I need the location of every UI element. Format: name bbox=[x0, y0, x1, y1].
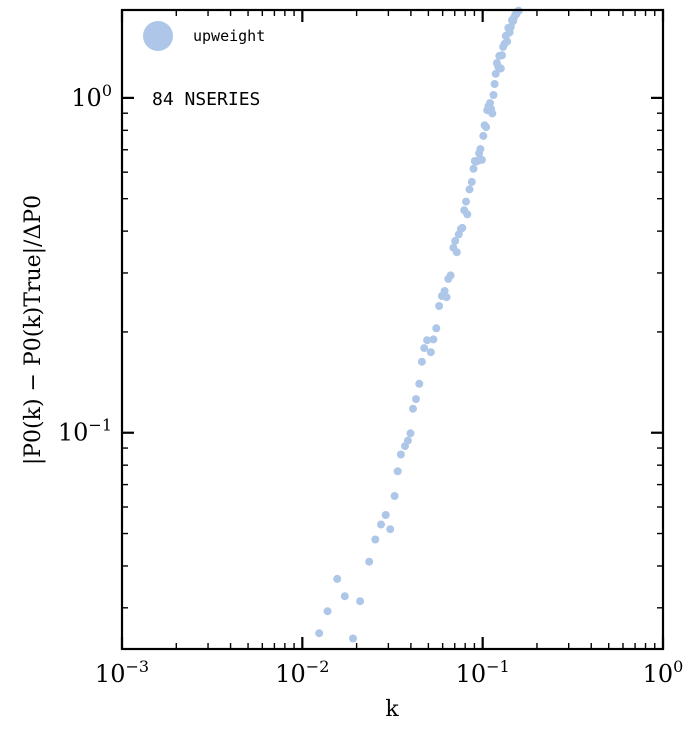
data-point bbox=[390, 492, 399, 500]
data-point bbox=[482, 123, 491, 132]
data-point bbox=[432, 324, 441, 333]
data-point bbox=[356, 597, 365, 606]
data-point bbox=[396, 450, 405, 459]
data-point bbox=[463, 210, 472, 219]
y-tick-label: 100 bbox=[71, 81, 112, 112]
x-tick-label: 10−3 bbox=[95, 657, 149, 688]
data-point bbox=[477, 155, 486, 164]
x-axis-label: k bbox=[385, 697, 399, 722]
y-tick-label: 10−1 bbox=[58, 416, 112, 447]
data-point bbox=[423, 336, 432, 345]
data-point bbox=[458, 223, 467, 232]
data-point bbox=[365, 557, 374, 566]
y-axis-label: |P0(k) − P0(k)True|/ΔP0 bbox=[21, 195, 46, 465]
data-point bbox=[415, 379, 424, 388]
data-point bbox=[479, 131, 488, 140]
series-count-annotation: 84 NSERIES bbox=[152, 89, 260, 110]
y-tick-labels: 10−1 100 bbox=[58, 81, 112, 447]
legend: upweight bbox=[143, 21, 265, 51]
data-point bbox=[426, 348, 435, 357]
data-point bbox=[442, 293, 451, 302]
data-point bbox=[496, 64, 505, 73]
data-point bbox=[386, 525, 395, 534]
data-point bbox=[488, 109, 497, 118]
data-point bbox=[486, 99, 494, 108]
data-point bbox=[462, 197, 470, 206]
data-points bbox=[315, 6, 523, 643]
data-point bbox=[446, 271, 455, 280]
data-point bbox=[417, 357, 426, 366]
data-point bbox=[403, 436, 412, 445]
plot-frame bbox=[120, 8, 665, 651]
data-point bbox=[467, 177, 476, 186]
x-tick-label: 100 bbox=[643, 657, 684, 688]
legend-marker bbox=[143, 21, 173, 51]
data-point bbox=[393, 467, 402, 476]
data-point bbox=[323, 607, 332, 616]
data-point bbox=[503, 37, 512, 46]
data-point bbox=[452, 248, 461, 257]
x-tick-label: 10−2 bbox=[275, 657, 329, 688]
data-point bbox=[491, 69, 500, 78]
data-point bbox=[420, 344, 429, 353]
x-tick-labels: 10−3 10−2 10−1 100 bbox=[95, 657, 683, 688]
data-point bbox=[340, 592, 349, 601]
data-point bbox=[440, 287, 449, 295]
x-tick-label: 10−1 bbox=[456, 657, 510, 688]
data-point bbox=[406, 429, 415, 438]
data-point bbox=[451, 236, 460, 245]
data-point bbox=[333, 574, 342, 583]
data-point bbox=[490, 80, 499, 88]
data-point bbox=[435, 302, 444, 310]
data-point bbox=[469, 164, 478, 173]
data-point bbox=[409, 404, 417, 413]
data-point bbox=[349, 634, 357, 643]
data-point bbox=[377, 520, 385, 529]
data-point bbox=[476, 145, 485, 154]
data-point bbox=[381, 511, 390, 519]
data-point bbox=[465, 185, 474, 194]
data-point bbox=[371, 535, 380, 544]
data-point bbox=[498, 51, 506, 60]
legend-label: upweight bbox=[193, 27, 265, 45]
data-point bbox=[429, 335, 438, 344]
data-point bbox=[315, 629, 324, 638]
data-point bbox=[412, 395, 420, 404]
data-point bbox=[489, 91, 498, 99]
